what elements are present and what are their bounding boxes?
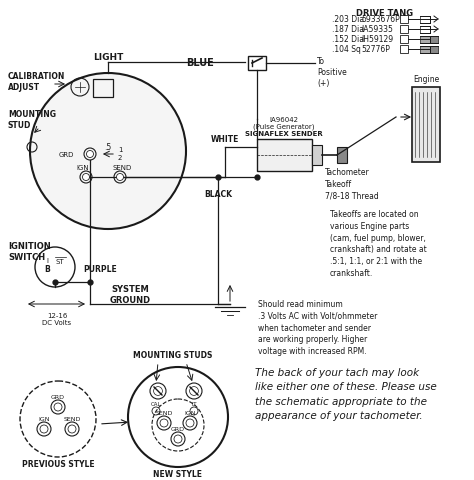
Circle shape (20, 381, 96, 457)
Text: IGN: IGN (38, 417, 50, 421)
Text: MOUNTING STUDS: MOUNTING STUDS (133, 351, 213, 360)
Circle shape (117, 174, 124, 181)
Circle shape (174, 435, 182, 443)
Text: GRD: GRD (171, 427, 185, 432)
Bar (400, 16, 408, 24)
Bar (257, 140, 312, 172)
Text: To
Positive
(+): To Positive (+) (317, 57, 347, 88)
Text: Takeoffs are located on
various Engine parts
(cam, fuel pump, blower,
crankshaft: Takeoffs are located on various Engine p… (330, 210, 427, 277)
Text: .104 Sq: .104 Sq (332, 46, 361, 54)
Bar (400, 26, 408, 34)
Text: LT: LT (191, 402, 197, 407)
Text: B: B (44, 265, 50, 274)
Text: WHITE: WHITE (211, 135, 239, 144)
Text: ST: ST (55, 258, 64, 264)
Text: IA96042: IA96042 (270, 117, 299, 123)
Text: PURPLE: PURPLE (83, 265, 117, 274)
Circle shape (86, 151, 93, 158)
Text: .187 Dia: .187 Dia (332, 25, 364, 35)
Bar (420, 26, 430, 34)
Text: DRIVE TANG: DRIVE TANG (356, 9, 413, 18)
Text: .203 Dia: .203 Dia (332, 15, 364, 24)
Text: The back of your tach may look
like either one of these. Please use
the schemati: The back of your tach may look like eith… (255, 367, 437, 420)
Text: SEND: SEND (155, 411, 173, 416)
Text: SEND: SEND (64, 417, 81, 421)
Text: IGN: IGN (77, 165, 89, 171)
Circle shape (40, 425, 48, 433)
Text: GRD: GRD (51, 395, 65, 400)
Text: SYSTEM
GROUND: SYSTEM GROUND (109, 285, 151, 304)
Text: 12-16
DC Volts: 12-16 DC Volts (43, 312, 72, 325)
Text: BLACK: BLACK (204, 190, 232, 199)
Bar (420, 16, 430, 24)
Text: PREVIOUS STYLE: PREVIOUS STYLE (22, 459, 94, 468)
Text: GRD: GRD (59, 152, 74, 157)
Bar (312, 146, 322, 166)
Circle shape (30, 74, 186, 229)
Bar (420, 36, 430, 43)
Text: CAL: CAL (151, 402, 161, 407)
Text: Engine: Engine (413, 75, 439, 84)
Text: 1: 1 (118, 147, 122, 153)
Text: I: I (46, 257, 48, 264)
Text: LIGHT: LIGHT (93, 53, 123, 62)
Bar (420, 47, 430, 53)
Text: IH59129: IH59129 (361, 36, 393, 45)
Text: .5: .5 (104, 143, 111, 152)
Circle shape (186, 419, 194, 427)
Circle shape (54, 403, 62, 411)
Text: Should read minimum
.3 Volts AC with Volt/ohmmeter
when tachometer and sender
ar: Should read minimum .3 Volts AC with Vol… (258, 300, 377, 356)
Text: NEW STYLE: NEW STYLE (154, 469, 202, 479)
Text: (Pulse Generator): (Pulse Generator) (253, 123, 315, 130)
Circle shape (128, 367, 228, 467)
Text: CALIBRATION
ADJUST: CALIBRATION ADJUST (8, 72, 65, 92)
Text: 5933676P: 5933676P (361, 15, 400, 24)
Text: 2: 2 (118, 155, 122, 161)
Bar (248, 57, 266, 71)
Bar (337, 148, 347, 164)
Text: IGN: IGN (184, 411, 196, 416)
Circle shape (35, 248, 75, 288)
Circle shape (160, 419, 168, 427)
Text: 52776P: 52776P (361, 46, 390, 54)
Bar (412, 88, 440, 163)
Text: .152 Dia: .152 Dia (332, 36, 364, 45)
Bar (430, 36, 438, 43)
Text: IGNITION
SWITCH: IGNITION SWITCH (8, 241, 51, 262)
Text: MOUNTING
STUD: MOUNTING STUD (8, 110, 56, 130)
Text: Tachometer
Takeoff
7/8-18 Thread: Tachometer Takeoff 7/8-18 Thread (325, 168, 379, 200)
Text: BLUE: BLUE (186, 58, 214, 68)
Circle shape (82, 174, 90, 181)
Bar (430, 47, 438, 53)
Text: SEND: SEND (112, 165, 132, 171)
Text: SIGNAFLEX SENDER: SIGNAFLEX SENDER (245, 131, 323, 137)
Bar (400, 36, 408, 44)
Bar (93, 80, 113, 98)
Bar (400, 46, 408, 54)
Circle shape (68, 425, 76, 433)
Text: IA59335: IA59335 (361, 25, 393, 35)
